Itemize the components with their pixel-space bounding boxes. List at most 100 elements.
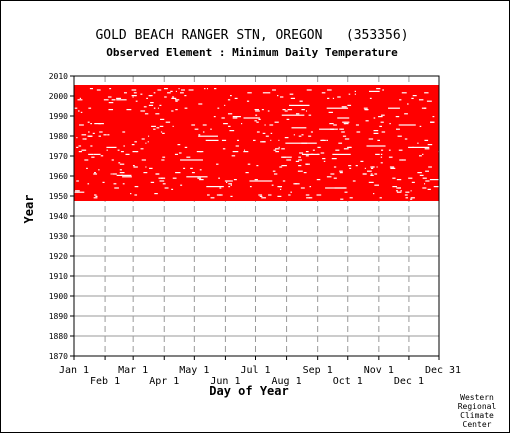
missing-data-gap [364,109,369,111]
credit-line-1: Western [460,393,494,402]
missing-data-gap [355,165,358,167]
y-tick-label: 1990 [49,112,68,121]
missing-data-gap [171,110,174,112]
missing-data-gap [278,186,282,188]
missing-data-gap [175,99,180,101]
missing-data-gap [94,194,97,196]
missing-data-gap [280,188,282,190]
missing-data-gap [175,90,177,92]
missing-data-gap [96,89,101,91]
missing-data-gap [374,173,378,175]
missing-data-gap [407,103,409,105]
missing-data-gap [199,179,204,181]
missing-data-gap [380,162,383,164]
missing-data-gap [131,89,137,91]
missing-data-gap [87,135,92,137]
missing-data-gap [110,173,112,175]
missing-data-gap [184,107,188,109]
missing-data-gap [78,151,82,153]
missing-data-gap [119,172,125,174]
missing-data-gap [332,97,335,99]
missing-data-gap [175,109,178,111]
missing-data-gap [162,132,165,134]
missing-data-gap [148,135,150,137]
missing-data-gap [184,95,187,97]
missing-data-gap [375,153,380,155]
y-tick-label: 1970 [49,152,68,161]
missing-data-gap [410,197,415,199]
missing-data-gap [312,149,315,151]
missing-data-gap [159,125,164,127]
missing-data-gap [116,174,132,176]
missing-data-gap [232,151,239,153]
missing-data-gap [410,190,412,192]
missing-data-gap [341,106,347,108]
missing-data-gap [177,144,181,146]
missing-data-gap [289,93,294,95]
missing-data-gap [290,97,296,99]
missing-data-gap [298,159,302,161]
x-tick-label: Jun 1 [210,376,240,387]
missing-data-gap [419,125,422,127]
missing-data-gap [171,188,174,190]
missing-data-gap [310,131,313,133]
missing-data-gap [233,179,237,181]
data-layer [74,85,439,201]
missing-data-gap [230,184,232,186]
x-tick-label: Sep 1 [303,365,333,376]
missing-data-gap [388,107,400,109]
missing-data-gap [232,116,237,118]
missing-data-gap [122,176,132,178]
missing-data-gap [343,123,346,125]
missing-data-gap [397,187,401,189]
missing-data-gap [111,159,114,161]
missing-data-gap [339,170,343,172]
missing-data-gap [93,197,98,199]
missing-data-gap [156,127,160,129]
missing-data-gap [287,109,293,111]
missing-data-gap [243,117,257,119]
missing-data-gap [343,148,349,150]
missing-data-gap [308,197,313,199]
missing-data-gap [341,128,344,130]
missing-data-gap [180,159,203,161]
missing-data-gap [191,172,195,174]
missing-data-gap [430,121,435,123]
missing-data-gap [119,169,122,171]
missing-data-gap [82,138,87,140]
missing-data-gap [227,113,233,115]
missing-data-gap [388,156,393,158]
missing-data-gap [355,124,359,126]
missing-data-gap [126,109,132,111]
missing-data-gap [272,170,276,172]
missing-data-gap [421,107,427,109]
missing-data-gap [301,134,304,136]
missing-data-gap [217,107,220,109]
missing-data-gap [78,145,82,147]
missing-data-gap [349,146,352,148]
missing-data-gap [231,155,236,157]
missing-data-gap [325,187,346,189]
missing-data-gap [241,123,243,125]
missing-data-gap [399,99,402,101]
missing-data-gap [92,132,95,134]
missing-data-gap [258,194,263,196]
missing-data-gap [94,172,96,174]
missing-data-gap [255,114,258,116]
missing-data-gap [175,100,178,102]
missing-data-gap [316,179,321,181]
x-tick-label: Nov 1 [364,365,394,376]
credit-line-3: Climate [460,411,494,420]
missing-data-gap [249,180,273,182]
missing-data-gap [373,132,379,134]
missing-data-gap [98,135,101,137]
missing-data-gap [247,163,251,165]
missing-data-gap [90,123,93,125]
missing-data-gap [74,191,79,193]
missing-data-gap [223,123,228,125]
missing-data-gap [404,194,408,196]
credit-line-4: Center [463,420,492,429]
x-tick-label: Dec 31 [425,365,461,376]
missing-data-gap [99,131,103,133]
missing-data-gap [294,183,300,185]
